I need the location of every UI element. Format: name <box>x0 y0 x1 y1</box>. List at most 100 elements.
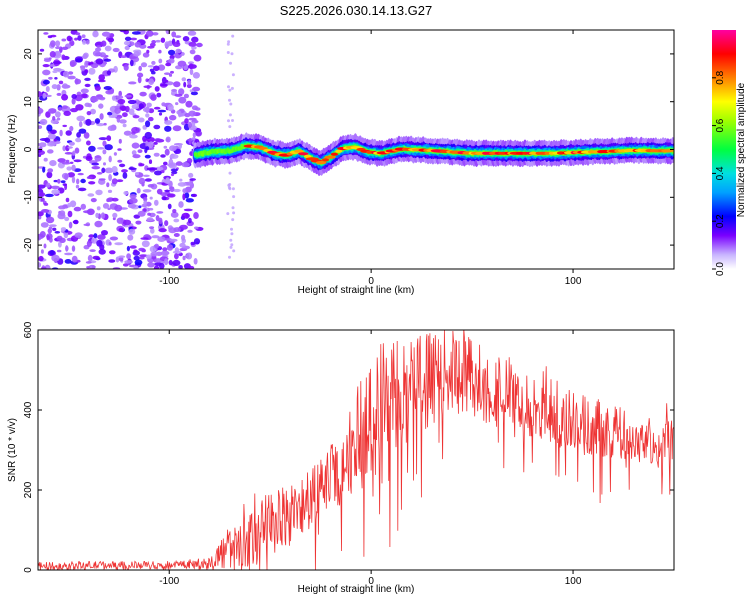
colorbar-tick-label: 0.4 <box>715 166 726 180</box>
noise-blob <box>122 219 132 226</box>
noise-blob <box>53 138 57 142</box>
noise-blob <box>107 125 115 131</box>
noise-blob <box>231 187 235 191</box>
noise-blob <box>164 41 170 48</box>
noise-blob <box>75 58 83 63</box>
noise-blob <box>38 91 42 98</box>
noise-blob <box>154 170 162 176</box>
colorbar-label: Normalized spectral amplitude <box>736 82 747 217</box>
noise-blob <box>61 38 67 42</box>
noise-blob <box>146 102 152 108</box>
snr-y-label: SNR (10 * v/v) <box>7 418 18 482</box>
noise-blob <box>138 65 142 72</box>
noise-blob <box>188 63 194 70</box>
colorbar-tick-label: 0.6 <box>715 118 726 132</box>
noise-blob <box>193 212 199 219</box>
noise-blob <box>160 250 170 256</box>
noise-blob <box>118 90 122 97</box>
noise-blob <box>83 132 90 139</box>
noise-blob <box>140 237 149 240</box>
ridge-peak <box>321 158 330 162</box>
noise-blob <box>160 37 166 43</box>
noise-blob <box>78 121 83 128</box>
noise-blob <box>45 111 51 118</box>
ridge-peak <box>335 149 343 153</box>
noise-blob <box>94 118 101 124</box>
noise-blob <box>188 110 196 117</box>
noise-blob <box>177 110 182 118</box>
noise-blob <box>99 52 106 58</box>
noise-blob <box>90 198 97 203</box>
noise-blob <box>58 241 62 248</box>
noise-blob <box>157 236 166 242</box>
noise-blob <box>164 258 169 266</box>
noise-blob <box>127 99 137 105</box>
noise-blob <box>91 162 99 166</box>
noise-blob <box>154 243 160 249</box>
noise-blob <box>96 206 101 211</box>
noise-blob <box>40 222 49 228</box>
noise-blob <box>160 154 166 158</box>
noise-blob <box>153 65 160 72</box>
noise-blob <box>230 227 233 231</box>
noise-blob <box>96 45 101 48</box>
noise-blob <box>118 255 126 258</box>
noise-blob <box>54 231 61 234</box>
noise-blob <box>47 149 54 154</box>
noise-blob <box>111 178 118 185</box>
noise-blob <box>134 41 141 48</box>
noise-blob <box>101 230 108 236</box>
noise-blob <box>173 218 180 223</box>
noise-blob <box>145 113 150 118</box>
ridge-peak <box>294 149 304 153</box>
noise-blob <box>175 161 183 166</box>
noise-blob <box>71 164 76 171</box>
noise-blob <box>57 107 63 111</box>
noise-blob <box>164 72 171 75</box>
noise-blob <box>155 166 164 171</box>
noise-blob <box>78 128 87 134</box>
noise-blob <box>144 154 151 159</box>
noise-blob <box>138 103 144 110</box>
noise-blob <box>132 115 140 119</box>
snr-y-tick-label: 400 <box>23 401 34 418</box>
noise-blob <box>149 42 156 48</box>
noise-blob <box>156 92 162 98</box>
noise-blob <box>116 95 124 99</box>
noise-blob <box>65 245 69 252</box>
noise-blob <box>63 110 71 116</box>
noise-blob <box>108 241 112 246</box>
noise-blob <box>86 111 92 116</box>
snr-x-tick-label: 0 <box>368 576 374 587</box>
noise-blob <box>151 60 156 65</box>
ridge-peak <box>298 152 309 156</box>
noise-blob <box>147 184 155 188</box>
noise-blob <box>62 145 66 152</box>
ridge-peak <box>304 154 312 158</box>
noise-blob <box>173 188 181 193</box>
noise-blob <box>158 49 162 54</box>
noise-blob <box>170 173 175 177</box>
noise-blob <box>98 248 106 255</box>
noise-blob <box>157 64 166 71</box>
noise-blob <box>77 172 84 176</box>
noise-blob <box>156 211 164 214</box>
noise-blob <box>61 54 66 61</box>
noise-blob <box>117 159 123 163</box>
noise-blob <box>83 210 92 214</box>
noise-blob <box>170 70 174 74</box>
noise-blob <box>73 206 82 212</box>
noise-blob <box>90 62 99 69</box>
noise-blob <box>231 119 234 122</box>
noise-blob <box>108 259 116 263</box>
noise-blob <box>138 205 142 209</box>
noise-blob <box>157 109 167 113</box>
noise-blob <box>74 147 80 154</box>
noise-blob <box>56 92 62 96</box>
spectrogram-x-tick-label: 100 <box>565 276 582 287</box>
noise-blob <box>101 167 106 174</box>
noise-blob <box>133 265 139 269</box>
noise-blob <box>67 172 76 178</box>
